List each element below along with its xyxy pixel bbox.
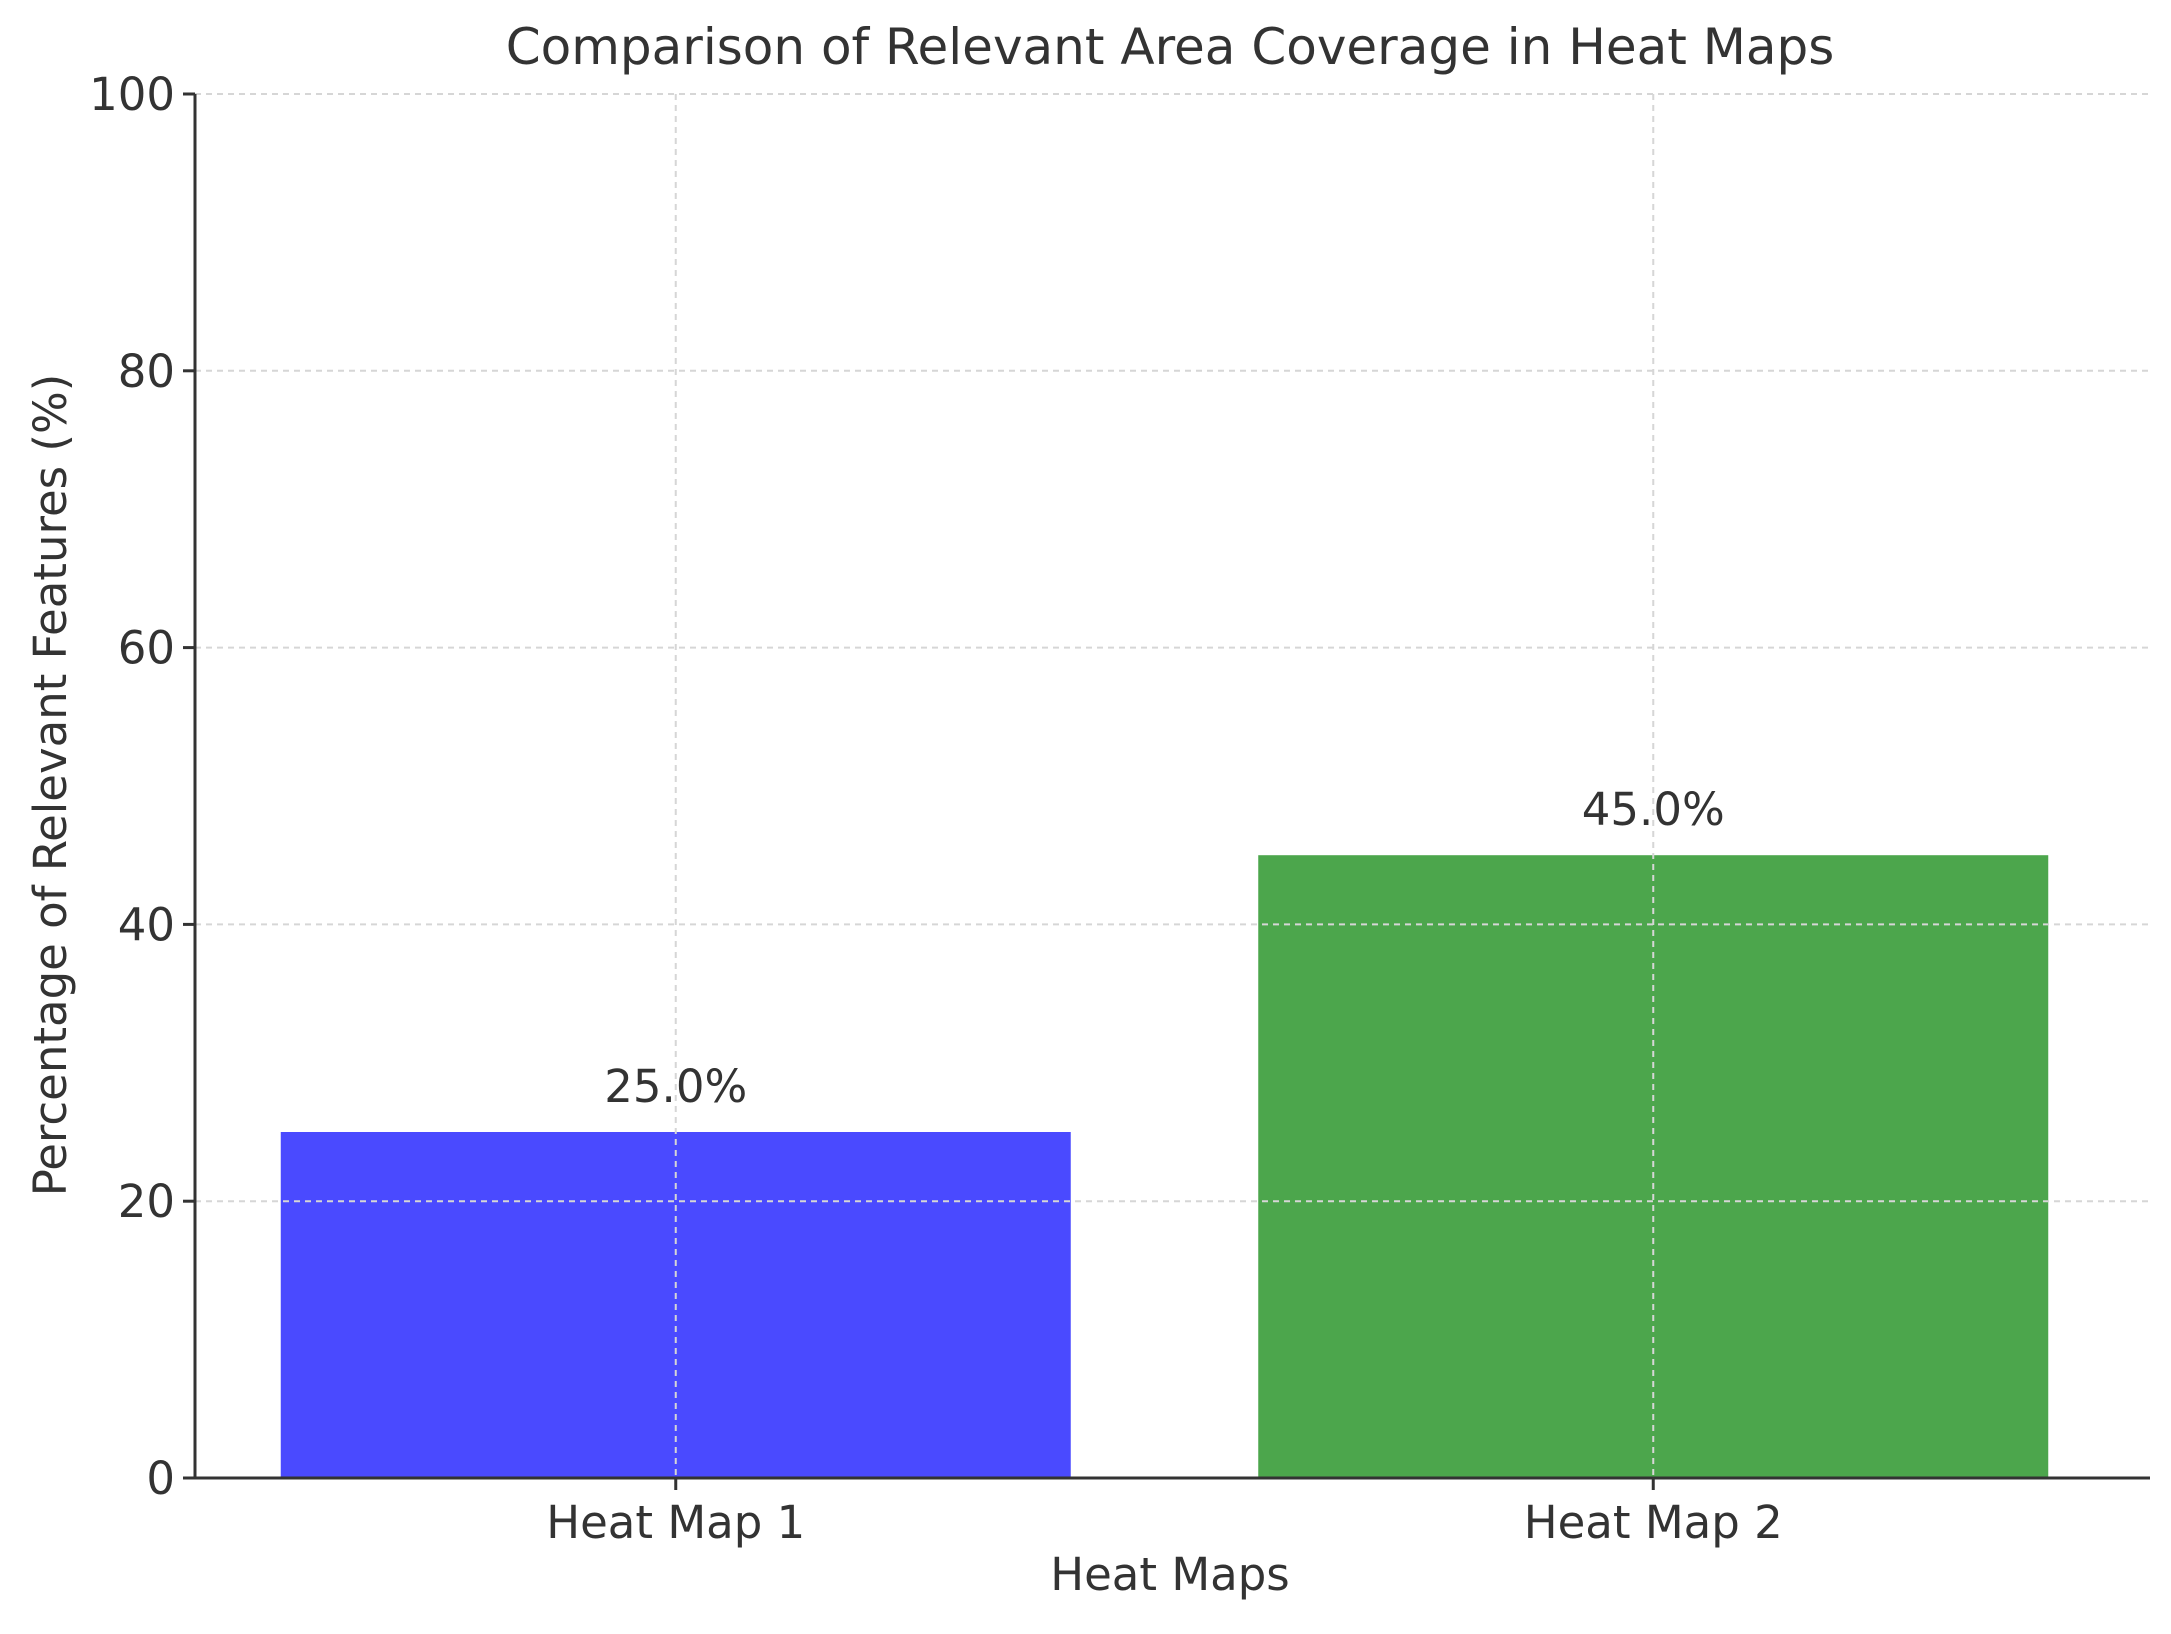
chart-title: Comparison of Relevant Area Coverage in …	[506, 18, 1835, 76]
x-tick-label: Heat Map 2	[1524, 1496, 1783, 1549]
y-tick-label: 0	[146, 1452, 175, 1505]
y-tick-label: 40	[118, 898, 175, 951]
x-axis-label: Heat Maps	[1050, 1548, 1289, 1601]
y-tick-label: 100	[89, 68, 175, 121]
data-label: 25.0%	[604, 1060, 747, 1113]
y-tick-label: 80	[118, 345, 175, 398]
axes-layer	[183, 92, 2150, 1490]
data-label: 45.0%	[1582, 783, 1725, 836]
y-axis-label: Percentage of Relevant Features (%)	[24, 374, 77, 1197]
y-tick-label: 60	[118, 622, 175, 675]
grid-layer	[195, 93, 2150, 1478]
labels-layer: 0 20 40 60 80 100 Heat Map 1 Heat Map 2 25.0% 45.…	[89, 68, 1783, 1549]
y-tick-label: 20	[118, 1175, 175, 1228]
x-tick-label: Heat Map 1	[546, 1496, 805, 1549]
bars-layer	[280, 855, 2049, 1478]
